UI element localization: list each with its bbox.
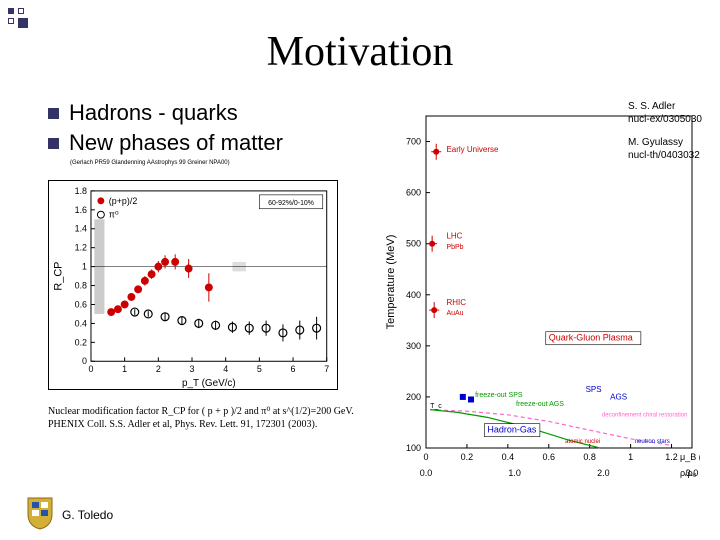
phase-diagram-chart: 100 200 300 400 500 600 700 0 0.2 0.4 0.6 0.8 1 1.2 0.…: [380, 110, 700, 490]
svg-text:freeze-out AGS: freeze-out AGS: [516, 401, 564, 408]
svg-text:0.6: 0.6: [75, 299, 87, 309]
svg-text:4: 4: [223, 364, 228, 374]
svg-text:200: 200: [406, 392, 421, 402]
svg-text:2.0: 2.0: [597, 468, 610, 478]
svg-text:0.2: 0.2: [461, 452, 474, 462]
svg-text:500: 500: [406, 239, 421, 249]
svg-text:atomic nuclei: atomic nuclei: [565, 439, 600, 445]
svg-text:neutron stars: neutron stars: [635, 439, 670, 445]
svg-text:5: 5: [257, 364, 262, 374]
rcp-scatter-chart: 0 1 2 3 4 5 6 7 0 0.2 0.4 0.6 0.8 1 1.2 1.4 1.6 1.8 p_T (G…: [48, 180, 338, 390]
caption-line: Nuclear modification factor R_CP for ( p…: [48, 406, 354, 417]
svg-text:1: 1: [82, 262, 87, 272]
svg-text:700: 700: [406, 137, 421, 147]
svg-text:SPS: SPS: [586, 385, 602, 394]
bullet-square-icon: [48, 138, 59, 149]
svg-text:100: 100: [406, 443, 421, 453]
svg-text:1: 1: [628, 452, 633, 462]
svg-text:freeze-out SPS: freeze-out SPS: [475, 392, 523, 399]
svg-text:Temperature (MeV): Temperature (MeV): [385, 235, 397, 330]
svg-text:0.8: 0.8: [75, 281, 87, 291]
svg-text:deconfinement chiral restorati: deconfinement chiral restoration: [602, 412, 687, 418]
svg-text:2: 2: [156, 364, 161, 374]
tiny-reference: (Gerlach PR59 Glandenning AAstrophys 99 …: [70, 160, 283, 166]
institution-shield-icon: [26, 496, 54, 530]
svg-text:0.4: 0.4: [75, 318, 87, 328]
svg-text:1.0: 1.0: [508, 468, 521, 478]
bullet-square-icon: [48, 108, 59, 119]
svg-text:1: 1: [122, 364, 127, 374]
svg-text:0.4: 0.4: [502, 452, 515, 462]
svg-text:AGS: AGS: [610, 392, 627, 401]
svg-text:0.8: 0.8: [583, 452, 596, 462]
caption-line: PHENIX Coll. S.S. Adler et al, Phys. Rev…: [48, 419, 317, 430]
svg-text:T_c: T_c: [430, 403, 442, 410]
svg-text:0: 0: [82, 356, 87, 366]
svg-text:600: 600: [406, 188, 421, 198]
bullet-item: New phases of matter: [48, 130, 283, 156]
svg-text:Hadron-Gas: Hadron-Gas: [487, 425, 537, 435]
svg-text:0: 0: [423, 452, 428, 462]
svg-text:1.8: 1.8: [75, 186, 87, 196]
bullet-text: Hadrons - quarks: [69, 100, 238, 126]
svg-text:6: 6: [291, 364, 296, 374]
svg-text:1.2: 1.2: [665, 452, 678, 462]
bullet-list: Hadrons - quarks New phases of matter (G…: [48, 100, 283, 166]
svg-text:0: 0: [88, 364, 93, 374]
svg-text:Quark-Gluon Plasma: Quark-Gluon Plasma: [549, 333, 633, 343]
svg-text:Early Universe: Early Universe: [446, 145, 499, 154]
svg-text:0.6: 0.6: [543, 452, 556, 462]
figure-caption: Nuclear modification factor R_CP for ( p…: [48, 405, 378, 431]
svg-text:1.2: 1.2: [75, 243, 87, 253]
svg-text:7: 7: [324, 364, 329, 374]
svg-text:PbPb: PbPb: [446, 244, 463, 251]
svg-text:60-92%/0-10%: 60-92%/0-10%: [268, 200, 314, 207]
svg-text:(p+p)/2: (p+p)/2: [109, 196, 138, 206]
svg-text:μ_B (GeV): μ_B (GeV): [680, 452, 700, 462]
svg-text:R_CP: R_CP: [52, 262, 64, 291]
bullet-item: Hadrons - quarks: [48, 100, 283, 126]
svg-text:π⁰: π⁰: [109, 210, 119, 220]
svg-text:0.0: 0.0: [420, 468, 433, 478]
svg-text:RHIC: RHIC: [446, 298, 466, 307]
svg-text:p_T (GeV/c): p_T (GeV/c): [182, 378, 236, 389]
svg-text:1.4: 1.4: [75, 224, 87, 234]
svg-text:ρ/ρ₀: ρ/ρ₀: [680, 468, 697, 478]
svg-text:AuAu: AuAu: [446, 310, 463, 317]
svg-text:400: 400: [406, 290, 421, 300]
svg-text:3: 3: [190, 364, 195, 374]
bullet-text: New phases of matter: [69, 130, 283, 156]
svg-text:LHC: LHC: [446, 232, 462, 241]
slide-title: Motivation: [0, 28, 720, 76]
author-name: G. Toledo: [62, 508, 113, 522]
svg-text:0.2: 0.2: [75, 337, 87, 347]
svg-text:300: 300: [406, 341, 421, 351]
svg-text:1.6: 1.6: [75, 205, 87, 215]
